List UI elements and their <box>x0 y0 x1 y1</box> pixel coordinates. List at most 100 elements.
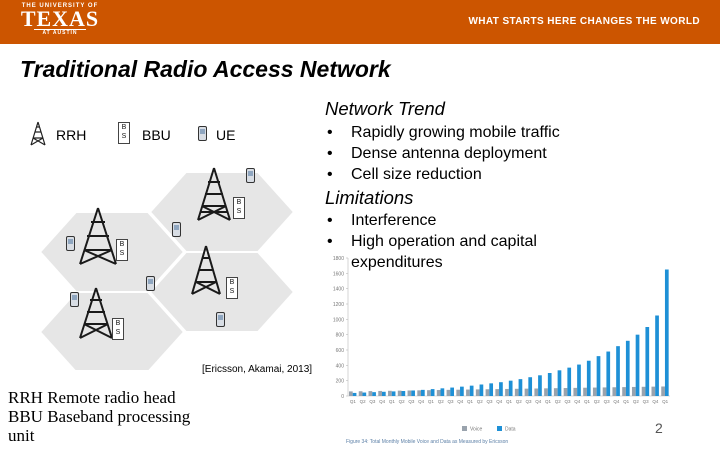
legend-label-data: Data <box>505 427 516 433</box>
footnote-legend: RRH Remote radio head BBU Baseband proce… <box>8 388 190 445</box>
bar-data <box>401 391 406 396</box>
bar-voice <box>475 389 480 396</box>
bar-voice <box>524 388 529 396</box>
x-tick-label: Q1 <box>428 399 435 404</box>
antenna-tower-icon <box>197 167 231 221</box>
y-tick-label: 0 <box>341 394 344 400</box>
phone-icon <box>146 276 155 291</box>
header-tagline: WHAT STARTS HERE CHANGES THE WORLD <box>468 16 700 27</box>
x-tick-label: Q1 <box>389 399 396 404</box>
x-tick-label: Q3 <box>565 399 572 404</box>
antenna-tower-icon <box>79 287 113 339</box>
bar-data <box>586 360 591 396</box>
network-diagram <box>38 167 296 370</box>
footnote-line: RRH Remote radio head <box>8 388 176 407</box>
x-tick-label: Q4 <box>574 399 581 404</box>
x-tick-label: Q4 <box>418 399 425 404</box>
bar-voice <box>553 388 558 396</box>
x-tick-label: Q2 <box>633 399 640 404</box>
bar-data <box>645 327 650 396</box>
y-tick-label: 200 <box>336 379 345 385</box>
bar-voice <box>651 386 656 396</box>
legend-tower-icon <box>30 121 46 146</box>
bbu-box-icon: B S <box>112 318 124 340</box>
bar-data <box>352 392 357 396</box>
bar-voice <box>505 388 509 396</box>
bbu-box-icon: B S <box>233 197 245 219</box>
bar-data <box>372 392 376 396</box>
bar-data <box>528 377 533 396</box>
bar-voice <box>563 388 568 396</box>
bullet-item: Cell size reduction <box>325 164 560 185</box>
y-tick-label: 800 <box>336 333 345 339</box>
bar-data <box>391 391 396 396</box>
x-tick-label: Q2 <box>438 399 445 404</box>
bar-voice <box>397 390 402 396</box>
bar-data <box>489 383 494 396</box>
bar-voice <box>641 386 646 396</box>
x-tick-label: Q3 <box>526 399 533 404</box>
x-tick-label: Q3 <box>447 399 454 404</box>
bar-data <box>411 390 415 396</box>
legend-swatch-voice <box>462 426 467 431</box>
legend-bbu-icon: B S <box>118 122 130 144</box>
phone-icon <box>66 236 75 251</box>
bullet-item: Dense antenna deployment <box>325 143 560 164</box>
bs-label: B S <box>119 241 125 257</box>
bbu-box-icon: B S <box>116 239 128 261</box>
bar-voice <box>592 387 597 396</box>
bar-voice <box>407 390 412 396</box>
bar-data <box>460 386 464 396</box>
bar-data <box>567 367 572 396</box>
bar-data <box>577 364 581 396</box>
x-tick-label: Q2 <box>399 399 406 404</box>
bar-data <box>499 382 503 396</box>
bar-voice <box>534 388 539 396</box>
x-tick-label: Q2 <box>555 399 562 404</box>
bar-voice <box>495 389 500 396</box>
y-tick-label: 400 <box>336 363 345 369</box>
bar-data <box>625 340 630 396</box>
limitations-title: Limitations <box>325 187 414 208</box>
bar-voice <box>417 390 422 396</box>
citation: [Ericsson, Akamai, 2013] <box>202 364 313 375</box>
bar-data <box>606 351 611 396</box>
bar-voice <box>368 391 373 396</box>
footnote-line: BBU Baseband processing <box>8 407 191 426</box>
bar-data <box>655 315 659 396</box>
network-trend-list: Rapidly growing mobile traffic Dense ant… <box>325 122 560 185</box>
limitations-list: Interference High operation and capital … <box>325 210 595 273</box>
bar-data <box>440 388 445 396</box>
x-tick-label: Q1 <box>623 399 630 404</box>
bar-voice <box>622 387 626 396</box>
x-tick-label: Q4 <box>496 399 503 404</box>
x-tick-label: Q4 <box>457 399 464 404</box>
bar-voice <box>456 389 461 396</box>
bar-data <box>635 334 640 396</box>
bs-label: B S <box>121 124 127 140</box>
x-tick-label: Q2 <box>594 399 601 404</box>
bar-data <box>469 385 474 396</box>
x-tick-label: Q1 <box>545 399 552 404</box>
bar-voice <box>514 388 519 396</box>
bar-voice <box>378 390 382 396</box>
bar-data <box>430 389 435 396</box>
antenna-tower-icon <box>191 245 221 295</box>
x-tick-label: Q4 <box>652 399 659 404</box>
y-tick-label: 600 <box>336 348 345 354</box>
network-trend-title: Network Trend <box>325 98 445 119</box>
x-tick-label: Q1 <box>350 399 357 404</box>
x-tick-label: Q4 <box>379 399 386 404</box>
page-number: 2 <box>655 420 663 436</box>
bbu-box-icon: B S <box>226 277 238 299</box>
x-tick-label: Q3 <box>643 399 650 404</box>
y-tick-label: 1000 <box>333 317 344 323</box>
slide-title: Traditional Radio Access Network <box>20 56 391 82</box>
bar-voice <box>358 391 363 396</box>
x-tick-label: Q3 <box>486 399 493 404</box>
hex-cell <box>148 251 296 333</box>
logo-main-text: TEXAS <box>20 6 100 31</box>
x-tick-label: Q2 <box>477 399 484 404</box>
bar-voice <box>631 386 636 396</box>
